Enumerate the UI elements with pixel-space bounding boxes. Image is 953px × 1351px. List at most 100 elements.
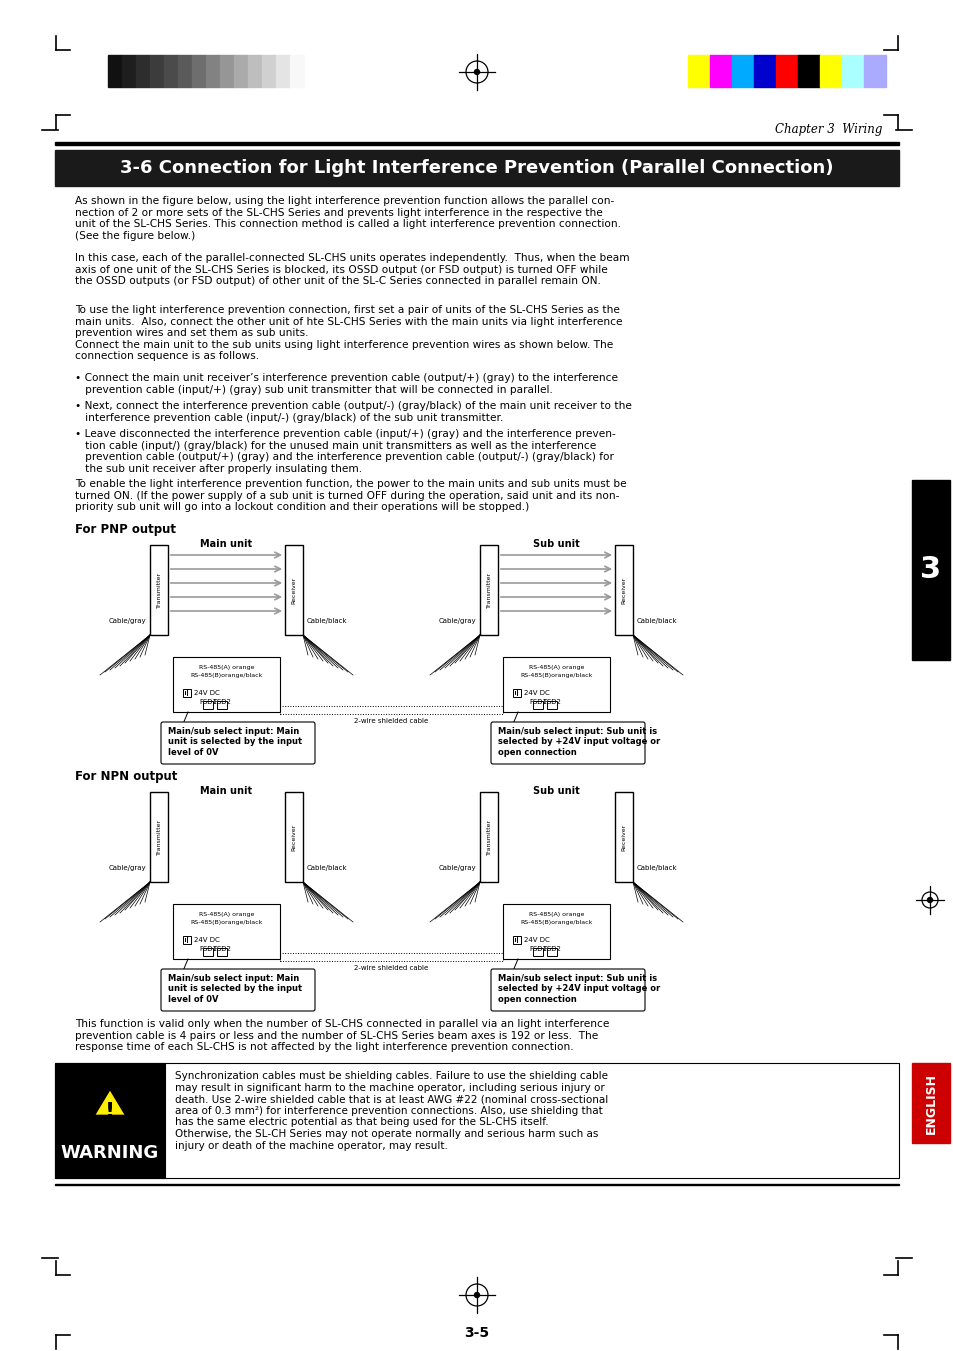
Bar <box>203 701 213 709</box>
FancyBboxPatch shape <box>491 721 644 765</box>
Text: 24V DC: 24V DC <box>523 690 549 696</box>
Bar <box>615 544 633 635</box>
Bar <box>513 936 520 944</box>
Text: RS-485(A) orange: RS-485(A) orange <box>198 665 253 670</box>
Bar <box>136 55 150 86</box>
Text: In this case, each of the parallel-connected SL-CHS units operates independently: In this case, each of the parallel-conne… <box>75 253 629 286</box>
Text: Transmitter: Transmitter <box>156 571 161 608</box>
Text: Cable/black: Cable/black <box>637 617 677 624</box>
Text: 3: 3 <box>920 555 941 585</box>
Circle shape <box>926 897 931 902</box>
Text: 24V DC: 24V DC <box>523 938 549 943</box>
Bar <box>122 55 136 86</box>
Bar <box>206 55 220 86</box>
Text: 2-wire shielded cable: 2-wire shielded cable <box>354 965 428 971</box>
Circle shape <box>474 1293 479 1297</box>
Text: FSD1: FSD1 <box>199 698 216 705</box>
Bar <box>479 544 497 635</box>
Bar <box>220 55 233 86</box>
Bar <box>775 55 797 86</box>
Text: RS-485(B)orange/black: RS-485(B)orange/black <box>519 673 592 678</box>
Bar <box>911 1063 949 1143</box>
Text: Transmitter: Transmitter <box>486 819 491 855</box>
Bar <box>546 701 557 709</box>
Bar <box>172 904 280 959</box>
Text: • Connect the main unit receiver’s interference prevention cable (output/+) (gra: • Connect the main unit receiver’s inter… <box>75 373 618 394</box>
Bar <box>709 55 731 86</box>
Bar <box>841 55 863 86</box>
Text: Receiver: Receiver <box>292 577 296 604</box>
Text: Cable/black: Cable/black <box>637 865 677 871</box>
Text: For PNP output: For PNP output <box>75 523 175 536</box>
Bar <box>275 55 290 86</box>
Text: FSD2: FSD2 <box>213 698 231 705</box>
Text: Receiver: Receiver <box>620 823 626 851</box>
Text: Transmitter: Transmitter <box>156 819 161 855</box>
Text: Cable/gray: Cable/gray <box>438 865 476 871</box>
Text: Transmitter: Transmitter <box>486 571 491 608</box>
Text: Cable/black: Cable/black <box>307 865 347 871</box>
Circle shape <box>474 69 479 74</box>
Bar <box>55 150 898 186</box>
Text: For NPN output: For NPN output <box>75 770 177 784</box>
Bar <box>183 689 191 697</box>
Text: RS-485(A) orange: RS-485(A) orange <box>528 912 583 917</box>
Text: Sub unit: Sub unit <box>533 539 579 549</box>
Bar <box>178 55 192 86</box>
Text: Receiver: Receiver <box>292 823 296 851</box>
Text: RS-485(B)orange/black: RS-485(B)orange/black <box>519 920 592 925</box>
Bar <box>216 948 227 957</box>
Bar <box>55 1063 165 1178</box>
Bar <box>203 948 213 957</box>
Text: Cable/gray: Cable/gray <box>438 617 476 624</box>
Bar <box>502 904 609 959</box>
Text: 24V DC: 24V DC <box>193 690 219 696</box>
Bar <box>863 55 885 86</box>
Text: Receiver: Receiver <box>620 577 626 604</box>
Text: As shown in the figure below, using the light interference prevention function a: As shown in the figure below, using the … <box>75 196 620 240</box>
Text: • Next, connect the interference prevention cable (output/-) (gray/black) of the: • Next, connect the interference prevent… <box>75 401 631 423</box>
Bar <box>233 55 248 86</box>
Bar <box>615 792 633 882</box>
Bar <box>216 701 227 709</box>
Bar <box>479 792 497 882</box>
Text: Main/sub select input: Sub unit is
selected by +24V input voltage or
open connec: Main/sub select input: Sub unit is selec… <box>497 727 659 757</box>
Text: FSD2: FSD2 <box>542 698 560 705</box>
Text: !: ! <box>105 1101 115 1121</box>
Bar <box>150 792 168 882</box>
Text: Synchronization cables must be shielding cables. Failure to use the shielding ca: Synchronization cables must be shielding… <box>174 1071 608 1151</box>
Text: Chapter 3  Wiring: Chapter 3 Wiring <box>774 123 882 136</box>
Circle shape <box>926 613 931 619</box>
Bar <box>753 55 775 86</box>
Bar <box>172 657 280 712</box>
Bar <box>285 544 303 635</box>
FancyBboxPatch shape <box>491 969 644 1011</box>
Bar <box>280 707 502 713</box>
Bar <box>280 952 502 961</box>
Text: 3-5: 3-5 <box>464 1325 489 1340</box>
Text: RS-485(A) orange: RS-485(A) orange <box>198 912 253 917</box>
Text: FSD1: FSD1 <box>529 946 546 952</box>
Bar <box>820 55 841 86</box>
Bar <box>533 701 542 709</box>
Text: Cable/black: Cable/black <box>307 617 347 624</box>
Bar <box>285 792 303 882</box>
Bar <box>533 948 542 957</box>
Text: 3-6 Connection for Light Interference Prevention (Parallel Connection): 3-6 Connection for Light Interference Pr… <box>120 159 833 177</box>
Text: RS-485(B)orange/black: RS-485(B)orange/black <box>190 920 262 925</box>
Text: 2-wire shielded cable: 2-wire shielded cable <box>354 717 428 724</box>
Text: 24V DC: 24V DC <box>193 938 219 943</box>
Text: Cable/gray: Cable/gray <box>109 865 146 871</box>
Bar <box>55 1183 898 1185</box>
Bar <box>150 544 168 635</box>
Bar <box>687 55 709 86</box>
Text: Main unit: Main unit <box>200 539 253 549</box>
Bar <box>55 1063 898 1178</box>
FancyBboxPatch shape <box>161 969 314 1011</box>
Bar <box>911 480 949 661</box>
FancyBboxPatch shape <box>161 721 314 765</box>
Text: FSD2: FSD2 <box>542 946 560 952</box>
Text: RS-485(A) orange: RS-485(A) orange <box>528 665 583 670</box>
Bar <box>502 657 609 712</box>
Bar <box>731 55 753 86</box>
